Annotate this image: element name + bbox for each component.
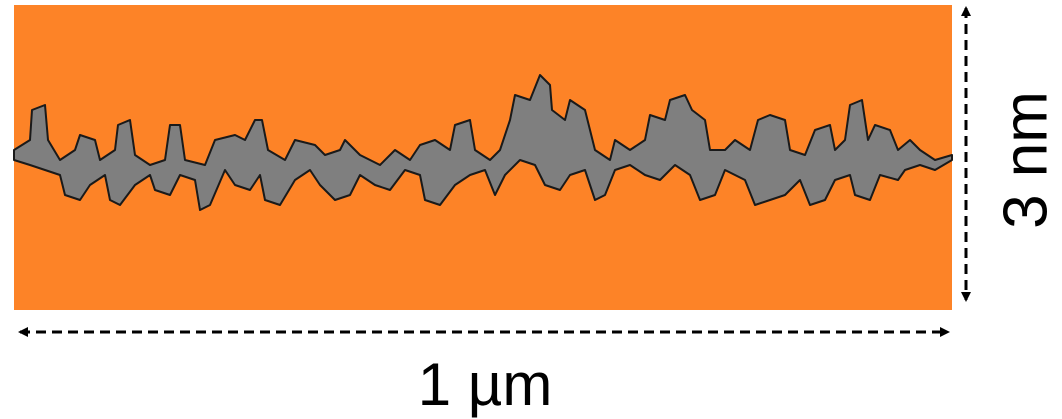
height-label: 3 nm [991,91,1060,229]
width-label: 1 µm [418,351,553,418]
rough-interface [13,74,953,211]
